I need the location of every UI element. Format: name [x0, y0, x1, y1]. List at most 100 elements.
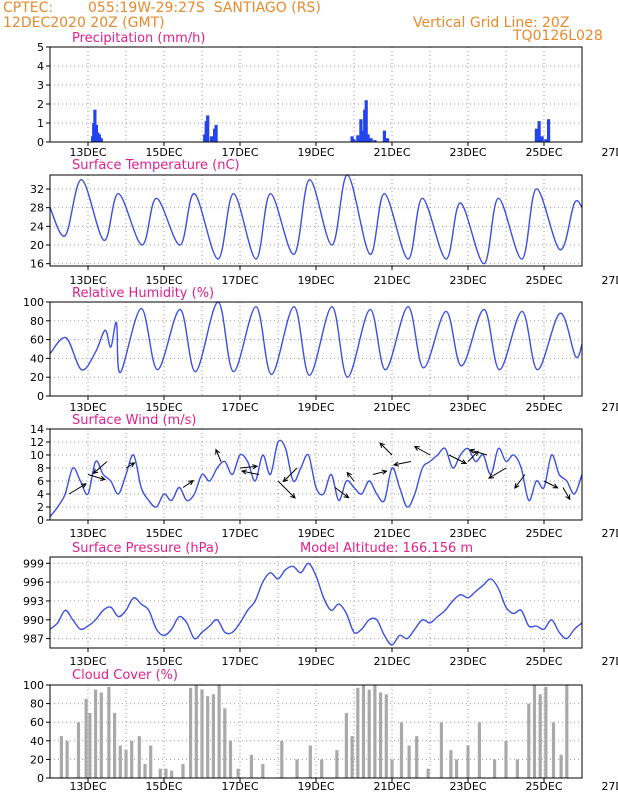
wind-arrow	[182, 480, 195, 488]
y-tick-label: 2	[37, 501, 44, 514]
y-tick-label: 4	[37, 488, 44, 501]
x-tick-label: 13DEC	[69, 780, 106, 793]
x-tick-label: 13DEC	[69, 655, 106, 668]
x-tick-label: 15DEC	[145, 274, 182, 287]
wind-arrow	[413, 445, 431, 456]
x-tick-label: 27DEC	[601, 401, 618, 414]
source-label: CPTEC:	[3, 0, 54, 16]
x-tick-label: 21DEC	[373, 274, 410, 287]
x-tick-label: 25DEC	[525, 401, 562, 414]
cloud-bar	[551, 722, 556, 778]
cloud-bar	[59, 736, 63, 778]
panel-frame	[49, 46, 583, 143]
cloud-bar	[504, 740, 508, 778]
x-tick-label: 15DEC	[145, 146, 182, 159]
datetime-label: 12DEC2020 20Z (GMT)	[3, 15, 165, 31]
y-tick-label: 24	[30, 220, 44, 233]
wind-arrow	[346, 471, 355, 482]
x-tick-label: 15DEC	[145, 401, 182, 414]
y-tick-label: 0	[37, 136, 44, 149]
grid	[49, 301, 583, 397]
y-tick-label: 28	[30, 202, 44, 215]
precip-bar	[214, 124, 218, 142]
cloud-bar	[76, 722, 81, 778]
cloud-bar	[295, 759, 299, 778]
x-tick-label: 25DEC	[525, 527, 562, 540]
panel-frame	[49, 684, 583, 779]
y-tick-label: 80	[30, 315, 44, 328]
series-line	[49, 562, 583, 646]
y-tick-label: 10	[30, 449, 44, 462]
grid	[49, 46, 583, 143]
x-tick-label: 23DEC	[449, 146, 486, 159]
precip-bar	[99, 138, 103, 142]
cloud-bar	[200, 689, 204, 778]
x-tick-label: 21DEC	[373, 780, 410, 793]
precip-bar	[373, 140, 377, 142]
panel-frame	[49, 301, 583, 397]
y-tick-label: 0	[37, 390, 44, 403]
precip-bar	[366, 134, 370, 142]
y-tick-label: 6	[37, 475, 44, 488]
panel-3: Relative Humidity (%) 0 20 40 60 80 100 13DEC 15…	[23, 286, 618, 414]
precip-bar	[544, 139, 548, 142]
panel-frame	[49, 174, 583, 267]
cloud-bar	[320, 759, 324, 778]
y-tick-label: 20	[30, 371, 44, 384]
wind-arrow	[277, 480, 296, 499]
cloud-bar	[223, 708, 227, 779]
cloud-bar	[415, 736, 419, 778]
cloud-bar	[124, 750, 128, 778]
precip-bar	[537, 121, 541, 142]
cloud-bar	[356, 687, 360, 778]
y-tick-label: 20	[30, 753, 44, 766]
x-tick-label: 19DEC	[297, 527, 334, 540]
cloud-bar	[249, 754, 253, 779]
x-tick-label: 17DEC	[221, 655, 258, 668]
cloud-bar	[426, 768, 430, 778]
panel-5: Surface Pressure (hPa) Model Altitude: 16…	[23, 541, 618, 668]
cloud-bar	[515, 759, 519, 778]
y-tick-label: 32	[30, 183, 44, 196]
wind-arrow	[334, 487, 350, 499]
y-tick-label: 80	[30, 698, 44, 711]
x-tick-label: 25DEC	[525, 146, 562, 159]
cloud-bar	[565, 685, 569, 778]
grid	[49, 684, 583, 779]
cloud-bar	[206, 696, 210, 778]
x-tick-label: 25DEC	[525, 655, 562, 668]
y-tick-label: 1	[37, 117, 44, 130]
wind-arrow	[448, 454, 468, 465]
cloud-bar	[466, 745, 470, 778]
cloud-bar	[217, 685, 221, 778]
panel-title: Surface Temperature (nC)	[72, 158, 240, 173]
cloud-bar	[261, 764, 265, 778]
cloud-bar	[390, 759, 394, 778]
panel-2: Surface Temperature (nC) 16 20 24 28 32 13DEC 1…	[30, 158, 618, 287]
cloud-bar	[181, 764, 185, 778]
x-tick-label: 17DEC	[221, 401, 258, 414]
cloud-bar	[544, 686, 548, 778]
panel-frame	[49, 428, 583, 521]
x-tick-label: 19DEC	[297, 780, 334, 793]
y-tick-label: 999	[23, 557, 44, 570]
cloud-bar	[559, 754, 563, 779]
precip-bar	[385, 138, 390, 142]
x-tick-label: 27DEC	[601, 146, 618, 159]
wind-arrow	[488, 467, 507, 479]
y-tick-label: 12	[30, 436, 44, 449]
x-tick-label: 19DEC	[297, 146, 334, 159]
cloud-bar	[379, 692, 383, 778]
x-tick-label: 25DEC	[525, 780, 562, 793]
x-tick-label: 13DEC	[69, 146, 106, 159]
cloud-bar	[194, 685, 198, 778]
panel-title: Relative Humidity (%)	[72, 286, 214, 301]
cloud-bar	[137, 736, 141, 778]
cloud-bar	[477, 722, 481, 778]
precip-bar	[97, 134, 101, 142]
y-tick-label: 100	[23, 679, 44, 692]
x-tick-label: 21DEC	[373, 146, 410, 159]
panel-annotation: Model Altitude: 166.156 m	[300, 541, 473, 556]
model-code-label: TQ0126L028	[513, 28, 603, 44]
y-tick-label: 60	[30, 334, 44, 347]
